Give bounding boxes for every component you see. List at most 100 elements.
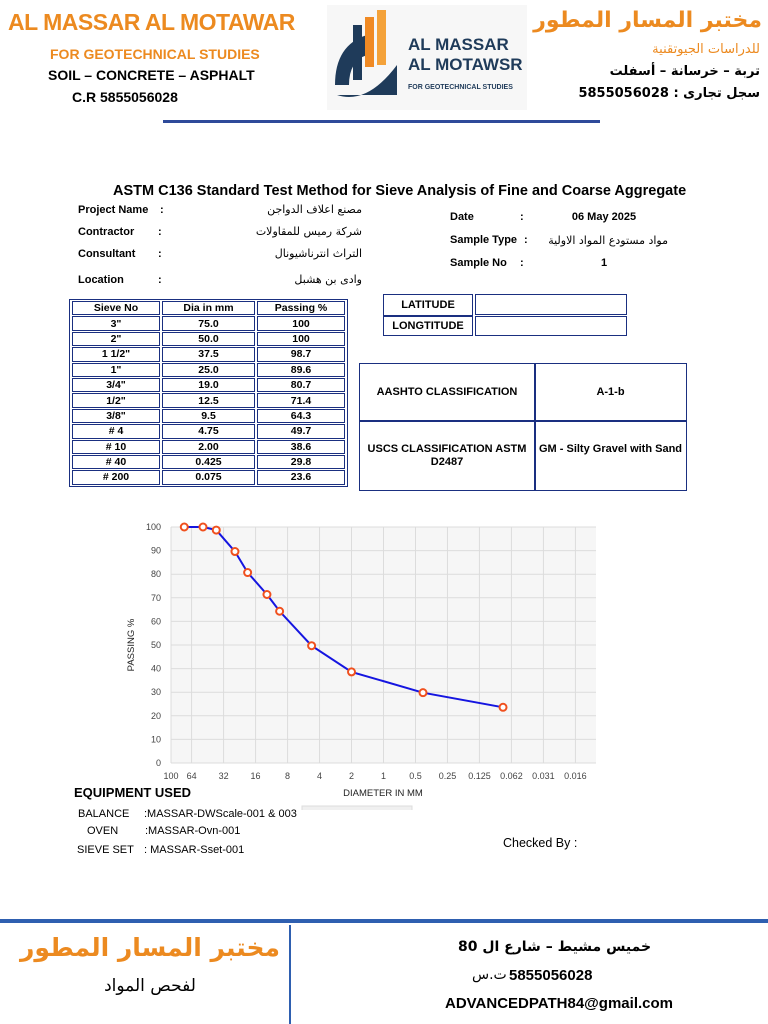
table-cell: 64.3: [257, 408, 345, 424]
field-separator: :: [520, 257, 524, 269]
table-header: Sieve No: [72, 301, 160, 316]
logo-tagline: FOR GEOTECHNICAL STUDIES: [408, 84, 513, 91]
table-cell: 98.7: [257, 347, 345, 362]
field-value: مواد مستودع المواد الاولية: [548, 234, 668, 247]
x-tick-label: 32: [219, 771, 229, 781]
chart: 0 10 20 30 40 50 60 70 80 90 100 100 64 32 16 8 4 2 1 0.5 0.…: [126, 522, 596, 810]
table-row: # 10 2.00 38.6: [72, 439, 345, 454]
table-header: Passing %: [257, 301, 345, 316]
field-label: Consultant: [78, 248, 136, 260]
table-row: Sieve No Dia in mm Passing %: [72, 301, 345, 316]
report-title: ASTM C136 Standard Test Method for Sieve…: [113, 183, 687, 199]
equipment-value: :MASSAR-DWScale-001 & 003: [144, 808, 297, 820]
x-tick-label: 4: [317, 771, 322, 781]
y-tick-label: 40: [151, 664, 161, 674]
table-cell: 19.0: [162, 377, 255, 393]
y-tick-label: 60: [151, 616, 161, 626]
table-cell: 12.5: [162, 393, 255, 408]
y-tick-label: 50: [151, 640, 161, 650]
table-row: 1 1/2" 37.5 98.7: [72, 347, 345, 362]
field-label: Contractor: [78, 226, 135, 238]
logo: [327, 5, 527, 110]
coord-label: LATITUDE: [401, 299, 455, 311]
equipment-value: :MASSAR-Ovn-001: [145, 825, 241, 837]
header-title-ar: مختبر المسار المطور: [533, 8, 762, 33]
table-cell: 25.0: [162, 362, 255, 377]
table-cell: # 10: [72, 439, 160, 454]
table-cell: 71.4: [257, 393, 345, 408]
equipment-label: SIEVE SET: [77, 844, 134, 856]
coord-label: LONGTITUDE: [392, 320, 464, 332]
header-cr-ar: سجل تجارى : 5855056028: [578, 86, 760, 101]
table-cell: 2.00: [162, 439, 255, 454]
table-cell: # 40: [72, 454, 160, 470]
x-tick-label: 0.5: [409, 771, 422, 781]
table-cell: 29.8: [257, 454, 345, 470]
classification-value: GM - Silty Gravel with Sand: [538, 443, 683, 455]
table-cell: 1": [72, 362, 160, 377]
equipment-title: EQUIPMENT USED: [74, 785, 192, 800]
x-tick-label: 0.25: [439, 771, 457, 781]
field-label: Project Name: [78, 204, 149, 216]
classification-value: A-1-b: [596, 386, 625, 398]
data-point: [418, 688, 428, 698]
table-cell: 50.0: [162, 331, 255, 347]
x-tick-label: 1: [381, 771, 386, 781]
x-tick-label: 0.016: [564, 771, 587, 781]
table-cell: 3": [72, 316, 160, 331]
y-tick-label: 70: [151, 593, 161, 603]
table-row: # 4 4.75 49.7: [72, 424, 345, 439]
footer-address: خميس مشيط – شارع ال 80: [458, 939, 652, 955]
table-cell: 0.075: [162, 470, 255, 485]
x-tick-label: 0.125: [468, 771, 491, 781]
field-label: Date: [450, 211, 474, 223]
table-cell: 75.0: [162, 316, 255, 331]
field-value: مصنع اعلاف الدواجن: [267, 203, 362, 216]
equipment-label: OVEN: [87, 825, 119, 837]
table-cell: 23.6: [257, 470, 345, 485]
table-row: 1" 25.0 89.6: [72, 362, 345, 377]
logo-text: AL MASSAR: [408, 35, 509, 54]
table-cell: 3/4": [72, 377, 160, 393]
field-value: وادى بن هشبل: [294, 273, 362, 286]
logo-shape: [337, 65, 397, 97]
field-label: Sample Type: [450, 234, 518, 246]
y-tick-label: 100: [146, 522, 161, 532]
table-cell: 100: [257, 331, 345, 347]
field-separator: :: [158, 274, 162, 286]
coord-value-box: [475, 294, 627, 315]
table-cell: 3/8": [72, 408, 160, 424]
y-tick-label: 80: [151, 569, 161, 579]
table-cell: # 200: [72, 470, 160, 485]
x-tick-label: 64: [187, 771, 197, 781]
classification-label: USCS CLASSIFICATION ASTM D2487: [367, 443, 527, 468]
footer-cr: 5855056028: [509, 967, 593, 984]
table-cell: 89.6: [257, 362, 345, 377]
header-subtitle-ar: للدراسات الجيوتقنية: [652, 42, 760, 57]
logo-text: AL MOTAWSR: [408, 55, 523, 74]
x-axis-label: DIAMETER IN MM: [343, 788, 423, 799]
table-row: 3/8" 9.5 64.3: [72, 408, 345, 424]
footer-email: ADVANCEDPATH84@gmail.com: [445, 995, 673, 1012]
divider: [534, 363, 536, 490]
field-value: 1: [600, 257, 608, 269]
data-point: [275, 606, 285, 616]
table-cell: 4.75: [162, 424, 255, 439]
footer-divider: [289, 925, 291, 1024]
x-tick-label: 2: [349, 771, 354, 781]
field-separator: :: [524, 234, 528, 246]
table-header: Dia in mm: [162, 301, 255, 316]
table-cell: 1/2": [72, 393, 160, 408]
table-cell: 38.6: [257, 439, 345, 454]
field-separator: :: [158, 248, 162, 260]
y-tick-label: 10: [151, 734, 161, 744]
data-point: [230, 547, 240, 557]
table-cell: 9.5: [162, 408, 255, 424]
field-label: Sample No: [450, 257, 507, 269]
logo-shape: [377, 10, 386, 65]
x-tick-label: 8: [285, 771, 290, 781]
table-cell: 37.5: [162, 347, 255, 362]
field-separator: :: [160, 204, 164, 216]
y-axis-label: PASSING %: [126, 618, 137, 671]
